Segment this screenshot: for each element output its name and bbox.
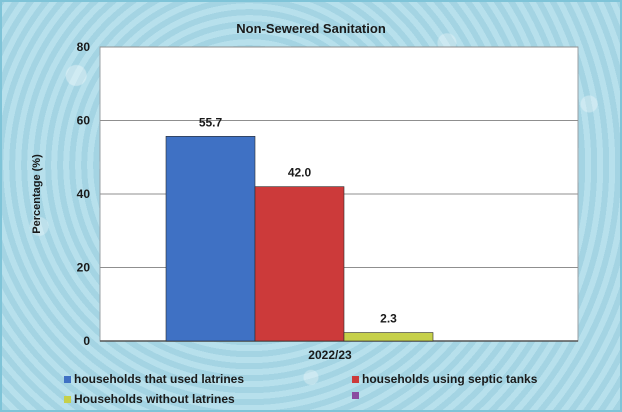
bar-households-using-septic-tanks xyxy=(254,186,345,342)
data-labels: 55.7 42.0 2.3 xyxy=(199,115,397,325)
y-tick-label: 20 xyxy=(77,261,91,275)
chart-title: Non-Sewered Sanitation xyxy=(236,21,386,36)
bar-households-that-used-latrines xyxy=(165,136,256,342)
legend-swatch xyxy=(352,375,359,383)
y-axis-ticks: 0 20 40 60 80 xyxy=(77,40,91,348)
y-tick-label: 60 xyxy=(77,114,91,128)
x-tick-label: 2022/23 xyxy=(308,348,352,362)
y-axis-label: Percentage (%) xyxy=(31,154,43,234)
legend-item-septic: households using septic tanks xyxy=(352,372,537,386)
legend-label: households using septic tanks xyxy=(362,372,538,386)
legend-swatch xyxy=(64,395,71,403)
bar-households-without-latrines xyxy=(343,332,434,342)
legend-item-unnamed xyxy=(352,392,362,399)
legend-swatch xyxy=(352,392,359,399)
legend-item-latrines: households that used latrines xyxy=(64,372,244,386)
data-label: 42.0 xyxy=(288,166,312,180)
y-tick-label: 0 xyxy=(83,334,90,348)
y-tick-label: 40 xyxy=(77,187,91,201)
data-label: 2.3 xyxy=(380,312,397,326)
data-label: 55.7 xyxy=(199,115,223,129)
bars xyxy=(165,136,434,342)
legend-label: Households without latrines xyxy=(74,392,235,406)
y-tick-label: 80 xyxy=(77,40,91,54)
legend-swatch xyxy=(64,375,71,383)
legend-item-without: Households without latrines xyxy=(64,392,235,406)
legend-label: households that used latrines xyxy=(74,372,245,386)
